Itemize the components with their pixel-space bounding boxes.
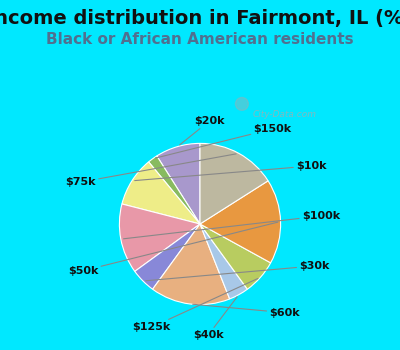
Wedge shape [200,181,281,263]
Text: $20k: $20k [180,116,225,145]
Text: $30k: $30k [146,261,330,281]
Wedge shape [200,224,247,299]
Text: $40k: $40k [193,297,237,340]
Text: $50k: $50k [68,222,278,276]
Text: Income distribution in Fairmont, IL (%): Income distribution in Fairmont, IL (%) [0,9,400,28]
Wedge shape [135,224,200,289]
Wedge shape [200,144,268,224]
Text: $10k: $10k [135,161,326,181]
Wedge shape [149,156,200,224]
Text: $150k: $150k [155,124,292,158]
Wedge shape [122,162,200,224]
Text: $60k: $60k [193,304,300,318]
Circle shape [236,97,248,110]
Wedge shape [153,224,230,304]
Wedge shape [157,144,200,224]
Text: $75k: $75k [66,154,236,187]
Text: $125k: $125k [132,279,258,332]
Wedge shape [200,224,271,289]
Wedge shape [119,204,200,271]
Text: City-Data.com: City-Data.com [252,110,316,119]
Text: Black or African American residents: Black or African American residents [46,32,354,47]
Text: $100k: $100k [124,211,340,239]
